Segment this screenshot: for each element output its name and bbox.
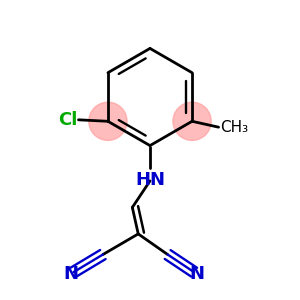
Circle shape [173, 102, 211, 140]
Text: N: N [63, 265, 78, 283]
Text: Cl: Cl [58, 111, 77, 129]
Text: HN: HN [135, 171, 165, 189]
Text: CH₃: CH₃ [220, 120, 248, 135]
Text: N: N [190, 265, 205, 283]
Circle shape [89, 102, 127, 140]
